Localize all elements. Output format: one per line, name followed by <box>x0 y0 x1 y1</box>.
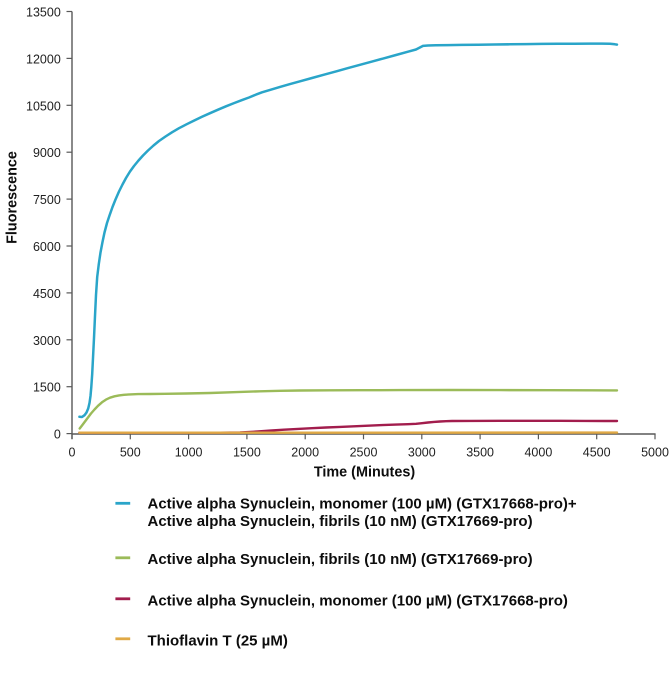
svg-text:Active alpha Synuclein, fibril: Active alpha Synuclein, fibrils (10 nM) … <box>148 551 533 568</box>
svg-text:7500: 7500 <box>33 193 61 207</box>
svg-text:1500: 1500 <box>233 445 261 459</box>
svg-text:Active alpha Synuclein, monome: Active alpha Synuclein, monomer (100 µM)… <box>148 495 577 512</box>
svg-text:Active alpha Synuclein, fibril: Active alpha Synuclein, fibrils (10 nM) … <box>148 513 533 530</box>
svg-text:Time (Minutes): Time (Minutes) <box>314 465 415 481</box>
svg-text:4500: 4500 <box>583 445 611 459</box>
svg-text:3000: 3000 <box>33 334 61 348</box>
svg-text:2500: 2500 <box>350 445 378 459</box>
svg-text:Fluorescence: Fluorescence <box>4 151 20 244</box>
svg-text:1500: 1500 <box>33 381 61 395</box>
svg-text:3500: 3500 <box>466 445 494 459</box>
svg-text:2000: 2000 <box>291 445 319 459</box>
svg-text:1000: 1000 <box>175 445 203 459</box>
svg-text:10500: 10500 <box>26 99 61 113</box>
svg-text:0: 0 <box>54 428 61 442</box>
svg-text:13500: 13500 <box>26 6 61 20</box>
svg-text:5000: 5000 <box>641 445 669 459</box>
svg-text:Thioflavin T (25 µM): Thioflavin T (25 µM) <box>148 632 288 649</box>
svg-text:3000: 3000 <box>408 445 436 459</box>
svg-text:4500: 4500 <box>33 287 61 301</box>
svg-text:12000: 12000 <box>26 52 61 66</box>
svg-text:6000: 6000 <box>33 240 61 254</box>
svg-text:500: 500 <box>120 445 141 459</box>
svg-text:0: 0 <box>69 445 76 459</box>
svg-text:Active alpha Synuclein, monome: Active alpha Synuclein, monomer (100 µM)… <box>148 592 568 609</box>
svg-text:9000: 9000 <box>33 146 61 160</box>
svg-text:4000: 4000 <box>524 445 552 459</box>
